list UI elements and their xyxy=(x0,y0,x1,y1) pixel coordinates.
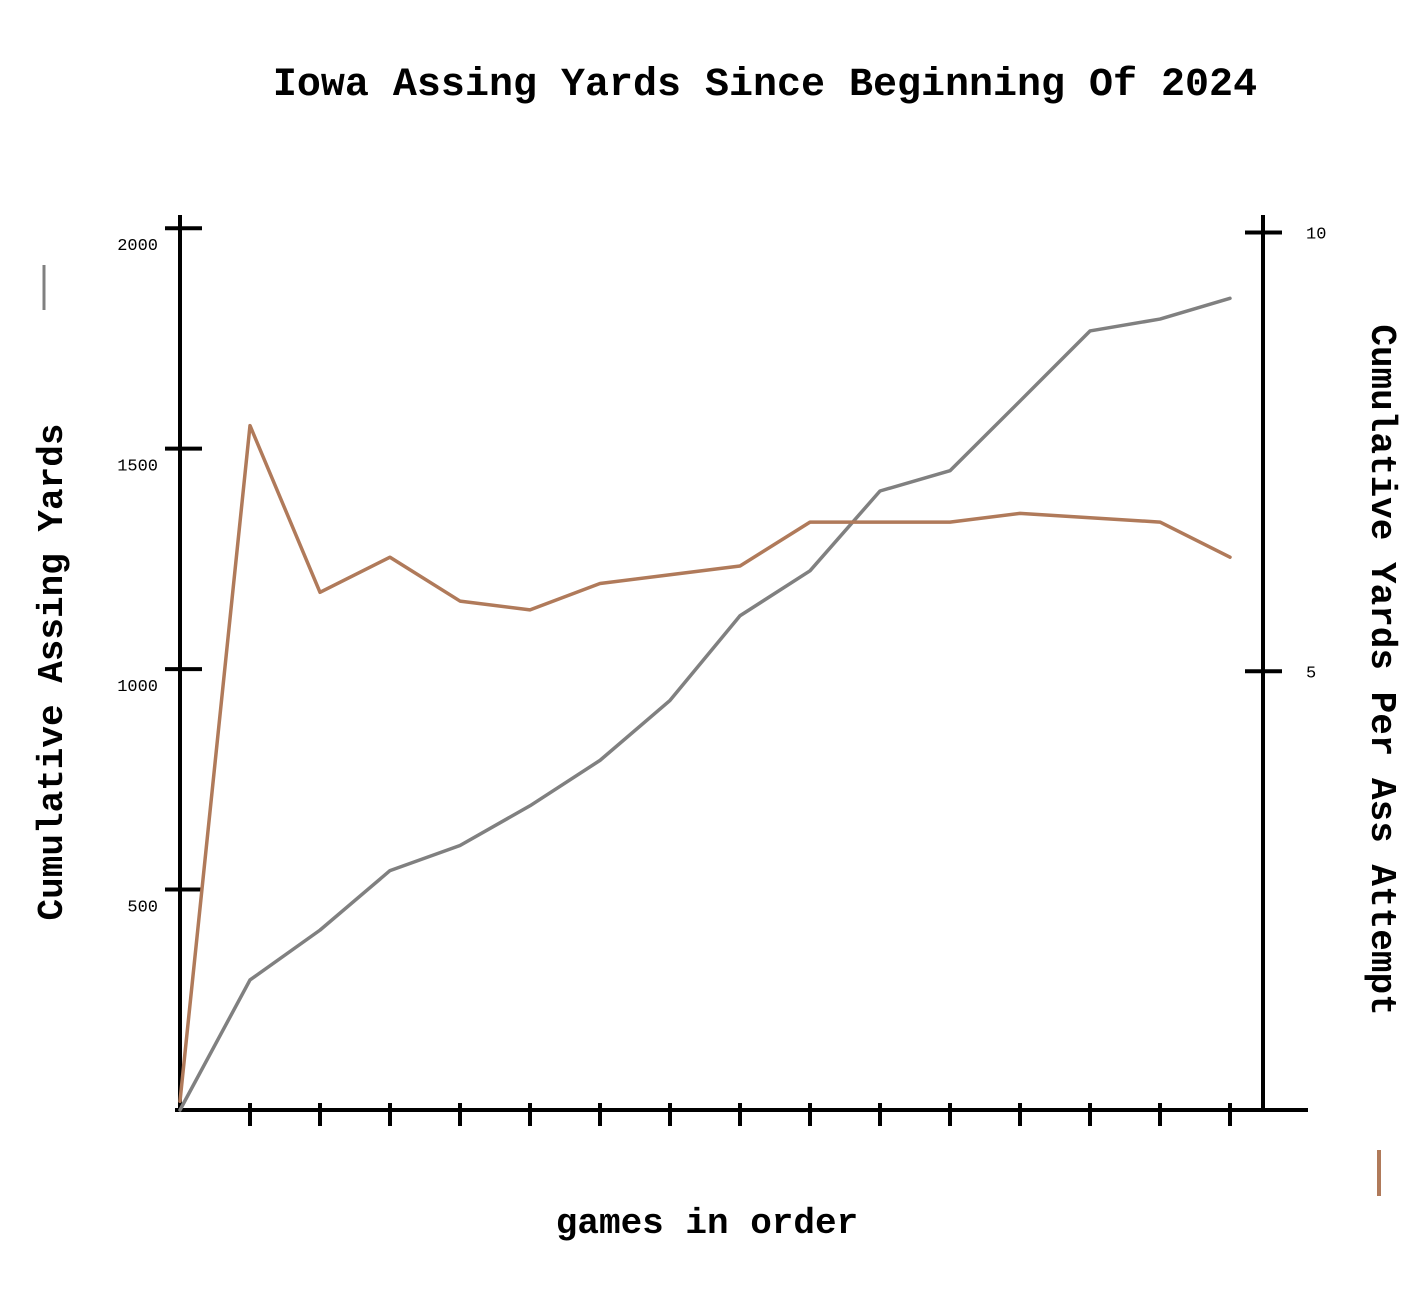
y2-tick-label: 10 xyxy=(1306,226,1326,245)
y2-tick-label: 5 xyxy=(1306,664,1316,683)
y-tick-label: 1000 xyxy=(117,678,158,697)
y2-axis-label: Cumulative Yards Per Ass Attempt xyxy=(1361,324,1402,1015)
line-series xyxy=(178,423,1232,1103)
chart-title: Iowa Assing Yards Since Beginning Of 202… xyxy=(273,63,1257,108)
y-tick-label: 500 xyxy=(127,899,158,918)
y-axis-label: Cumulative Assing Yards xyxy=(32,424,73,921)
line-series xyxy=(178,296,1232,1112)
y-tick-label: 1500 xyxy=(117,458,158,477)
y-tick-label: 2000 xyxy=(117,237,158,256)
x-axis-label: games in order xyxy=(556,1203,858,1244)
